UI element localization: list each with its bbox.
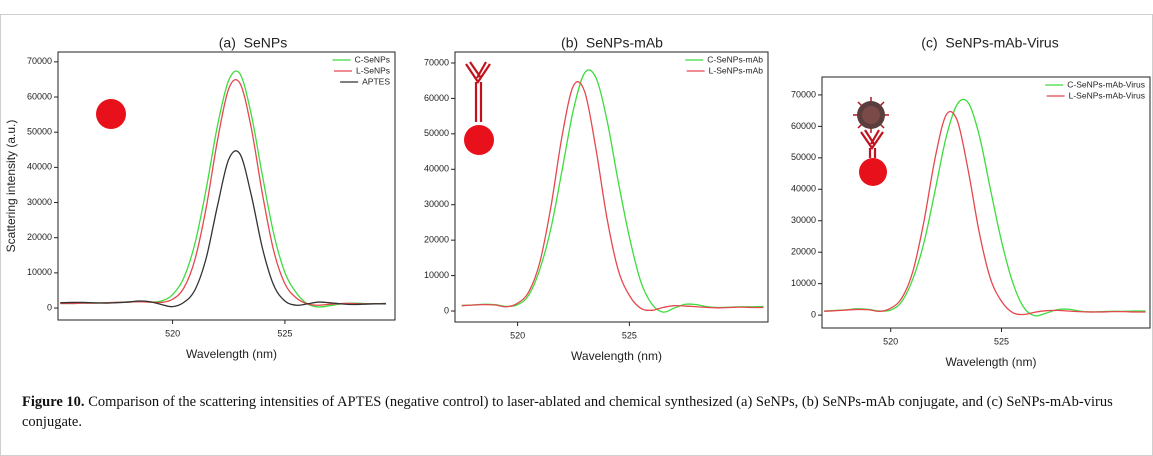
y-tick-label: 10000 [791, 278, 816, 288]
caption-label: Figure 10. [22, 394, 85, 410]
x-tick-label: 525 [277, 328, 292, 338]
nanoparticle-icon [96, 99, 126, 129]
antibody-icon [465, 61, 491, 122]
plot-frame [821, 76, 1151, 329]
legend-label: L-SeNPs-mAb-Virus [1069, 90, 1145, 100]
data-line [824, 98, 1146, 317]
y-tick-label: 50000 [791, 152, 816, 162]
y-tick-label: 40000 [424, 164, 449, 174]
chart: (a) SeNPs 0 10000 20000 30000 40000 50000 60000… [4, 35, 396, 361]
antibody-icon [860, 129, 884, 158]
y-tick-label: 20000 [27, 232, 52, 242]
chart: (b) SeNPs-mAb 0 10000 20000 30000 40000 50000 6… [424, 35, 769, 363]
data-line [461, 69, 764, 313]
y-tick-label: 60000 [27, 91, 52, 101]
nanoparticle-icon [464, 125, 494, 155]
legend-label: L-SeNPs [356, 65, 390, 75]
x-tick-label: 520 [165, 328, 180, 338]
y-tick-label: 70000 [424, 57, 449, 67]
y-tick-label: 30000 [27, 197, 52, 207]
y-tick-label: 70000 [791, 89, 816, 99]
y-tick-label: 20000 [424, 235, 449, 245]
chart-title: (c) SeNPs-mAb-Virus [921, 35, 1058, 51]
x-axis-label: Wavelength (nm) [571, 349, 662, 363]
y-tick-label: 20000 [791, 247, 816, 257]
x-tick-label: 520 [883, 336, 898, 346]
x-tick-label: 525 [622, 330, 637, 340]
y-tick-label: 40000 [27, 162, 52, 172]
caption: Figure 10. Comparison of the scattering … [22, 392, 1122, 432]
legend-label: C-SeNPs-mAb [707, 54, 763, 64]
y-tick-label: 60000 [791, 121, 816, 131]
y-axis-label: Scattering intensity (a.u.) [4, 120, 18, 253]
x-axis-label: Wavelength (nm) [186, 347, 277, 361]
legend-label: C-SeNPs [355, 54, 390, 64]
caption-text: Comparison of the scattering intensities… [22, 394, 1113, 430]
chart-title: (a) SeNPs [219, 35, 287, 51]
x-tick-label: 520 [510, 330, 525, 340]
chart-title: (b) SeNPs-mAb [561, 35, 663, 51]
data-line [824, 110, 1146, 316]
y-tick-label: 0 [811, 309, 816, 319]
y-tick-label: 30000 [791, 215, 816, 225]
y-tick-label: 10000 [27, 267, 52, 277]
legend-label: C-SeNPs-mAb-Virus [1067, 79, 1145, 89]
plot-frame [454, 51, 769, 323]
y-tick-label: 0 [444, 305, 449, 315]
y-tick-label: 40000 [791, 184, 816, 194]
x-axis-label: Wavelength (nm) [946, 355, 1037, 369]
y-tick-label: 50000 [27, 127, 52, 137]
y-tick-label: 30000 [424, 199, 449, 209]
y-tick-label: 10000 [424, 270, 449, 280]
x-tick-label: 525 [994, 336, 1009, 346]
y-tick-label: 60000 [424, 93, 449, 103]
data-line [461, 81, 764, 312]
legend-label: APTES [362, 76, 390, 86]
plot-frame [57, 51, 396, 321]
y-tick-label: 50000 [424, 128, 449, 138]
legend-label: L-SeNPs-mAb [709, 65, 764, 75]
chart: (c) SeNPs-mAb-Virus 0 10000 20000 30000 40000… [791, 35, 1151, 369]
nanoparticle-icon [859, 158, 887, 186]
data-line [60, 150, 387, 308]
virus-icon [853, 97, 889, 133]
y-tick-label: 0 [47, 302, 52, 312]
y-tick-label: 70000 [27, 56, 52, 66]
